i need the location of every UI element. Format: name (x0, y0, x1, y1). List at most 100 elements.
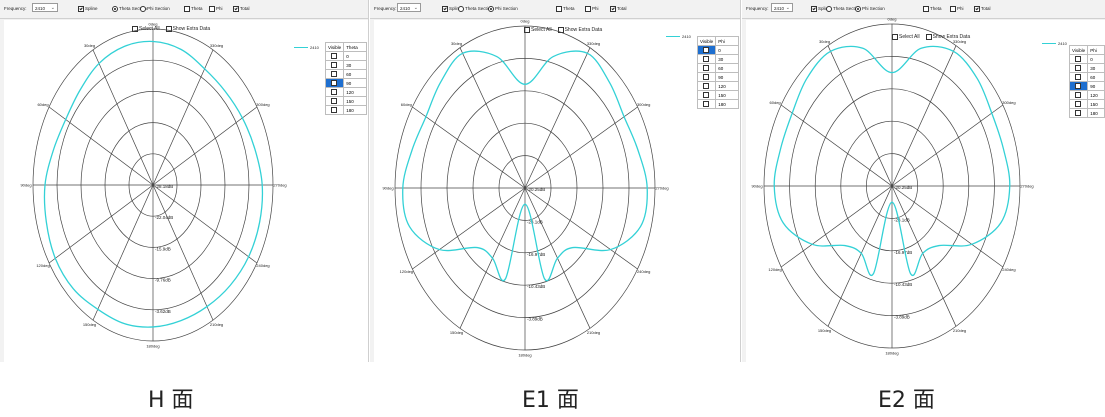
checkbox-icon (892, 34, 898, 40)
checkbox-icon (1075, 83, 1082, 89)
polar-spoke (524, 47, 591, 189)
phi-section-radio[interactable]: Phi Section (855, 6, 885, 12)
checkbox-icon (703, 101, 710, 107)
theta-section-radio-label: Theta Section (465, 6, 493, 12)
table-row[interactable]: 180 (696, 99, 740, 109)
visible-cell[interactable] (324, 105, 345, 115)
theta-section-radio[interactable]: Theta Section (826, 6, 861, 12)
theta-checkbox[interactable]: Theta (184, 6, 203, 12)
angle-label: 30deg (84, 43, 95, 48)
angle-label: 30deg (451, 41, 462, 46)
angle-label: 330deg (587, 41, 600, 46)
spline-checkbox[interactable]: Spline (442, 6, 462, 12)
polar-spoke (524, 106, 638, 189)
table-row[interactable]: 90 (696, 72, 740, 82)
theta-checkbox-label: Theta (563, 6, 575, 12)
theta-checkbox[interactable]: Theta (923, 6, 942, 12)
spline-checkbox[interactable]: Spline (78, 6, 98, 12)
panel-e1-plane: Frequency: 2410 ⌄ Spline Theta Section Phi Se… (370, 0, 741, 362)
legend-swatch (294, 47, 308, 49)
phi-section-radio-label: Phi Section (495, 6, 518, 12)
legend-label: 2410 (1058, 41, 1067, 46)
theta-section-radio[interactable]: Theta Section (112, 6, 147, 12)
show-extra-data-label: Show Extra Data (172, 26, 211, 33)
radial-label: -22.04dB (155, 215, 173, 220)
angle-label: 300deg (637, 102, 650, 107)
visible-cell[interactable] (696, 99, 717, 109)
phi-checkbox-label: Phi (216, 6, 223, 12)
angle-label: 270deg (655, 186, 668, 191)
table-row[interactable]: 180 (324, 105, 368, 115)
table-row[interactable]: 120 (696, 81, 740, 91)
radio-icon (458, 6, 464, 12)
polar-spoke (891, 104, 1004, 187)
theta-checkbox-label: Theta (930, 6, 942, 12)
radial-label: -20.25dB (527, 187, 545, 192)
polar-spoke (891, 185, 1004, 268)
radial-label: -28.18dB (155, 184, 173, 189)
show-extra-data-checkbox[interactable]: Show Extra Data (925, 34, 970, 40)
polar-spoke (92, 49, 154, 186)
show-extra-data-checkbox[interactable]: Show Extra Data (165, 26, 211, 33)
frequency-select[interactable]: 2410 ⌄ (397, 3, 421, 12)
angle-label: 210deg (587, 330, 600, 335)
table-row[interactable]: 90 (1068, 81, 1105, 91)
phi-section-radio[interactable]: Phi Section (140, 6, 170, 12)
checkbox-icon (165, 26, 172, 32)
radio-icon (112, 6, 118, 12)
angle-label: 330deg (210, 43, 223, 48)
radio-icon (855, 6, 861, 12)
phi-checkbox-label: Phi (592, 6, 599, 12)
frequency-select[interactable]: 2410 ⌄ (771, 3, 793, 12)
theta-section-radio[interactable]: Theta Section (458, 6, 493, 12)
toolbar: Frequency: 2410 ⌄ Spline Theta Section Phi Se… (0, 0, 368, 20)
select-all-checkbox[interactable]: Select All (892, 34, 920, 40)
checkbox-icon (703, 92, 710, 98)
checkbox-icon (184, 6, 190, 12)
legend-swatch (666, 36, 680, 38)
total-checkbox[interactable]: Total (233, 6, 250, 12)
checkbox-icon (703, 56, 710, 62)
visible-cell[interactable] (1068, 108, 1089, 118)
angle-label: 270deg (1020, 184, 1033, 189)
checkbox-icon (1075, 65, 1082, 71)
polar-spoke (891, 45, 957, 187)
radial-label: -15.9dB (155, 246, 171, 251)
theta-checkbox[interactable]: Theta (556, 6, 575, 12)
phi-section-radio[interactable]: Phi Section (488, 6, 518, 12)
divider (0, 18, 368, 19)
total-checkbox[interactable]: Total (974, 6, 991, 12)
legend-label: 2410 (310, 45, 319, 50)
pattern-curve-2410 (402, 50, 648, 282)
phi-checkbox[interactable]: Phi (585, 6, 599, 12)
angle-label: 90deg (751, 184, 762, 189)
legend-label: 2410 (682, 34, 691, 39)
spline-checkbox[interactable]: Spline (811, 6, 831, 12)
select-all-checkbox[interactable]: Select All (524, 27, 552, 33)
checkbox-icon (78, 6, 84, 12)
checkbox-icon (209, 6, 215, 12)
chevron-down-icon: ⌄ (785, 5, 790, 11)
phi-checkbox[interactable]: Phi (950, 6, 964, 12)
angle-label: 30deg (819, 39, 830, 44)
polar-chart: 0deg 30deg 60deg 90deg 120deg 150deg 180deg 210… (20, 22, 286, 349)
checkbox-icon (703, 83, 710, 89)
frequency-select[interactable]: 2410 ⌄ (32, 3, 58, 12)
spline-checkbox-label: Spline (818, 6, 831, 12)
angle-label: 90deg (382, 186, 393, 191)
angle-cell: 180 (1087, 108, 1105, 118)
chevron-down-icon: ⌄ (413, 5, 418, 11)
checkbox-icon (974, 6, 980, 12)
total-checkbox[interactable]: Total (610, 6, 627, 12)
radial-label: -3.89dB (894, 315, 910, 320)
options-row: Select All Show Extra Data (892, 34, 970, 40)
theta-section-radio-label: Theta Section (119, 6, 147, 12)
polar-spoke (827, 185, 893, 327)
phi-checkbox[interactable]: Phi (209, 6, 223, 12)
checkbox-icon (331, 80, 338, 86)
angle-label: 300deg (256, 102, 269, 107)
caption-e1-plane: E1 面 (522, 388, 579, 413)
polar-spoke (92, 184, 154, 321)
table-row[interactable]: 180 (1068, 108, 1105, 118)
phi-checkbox-label: Phi (957, 6, 964, 12)
